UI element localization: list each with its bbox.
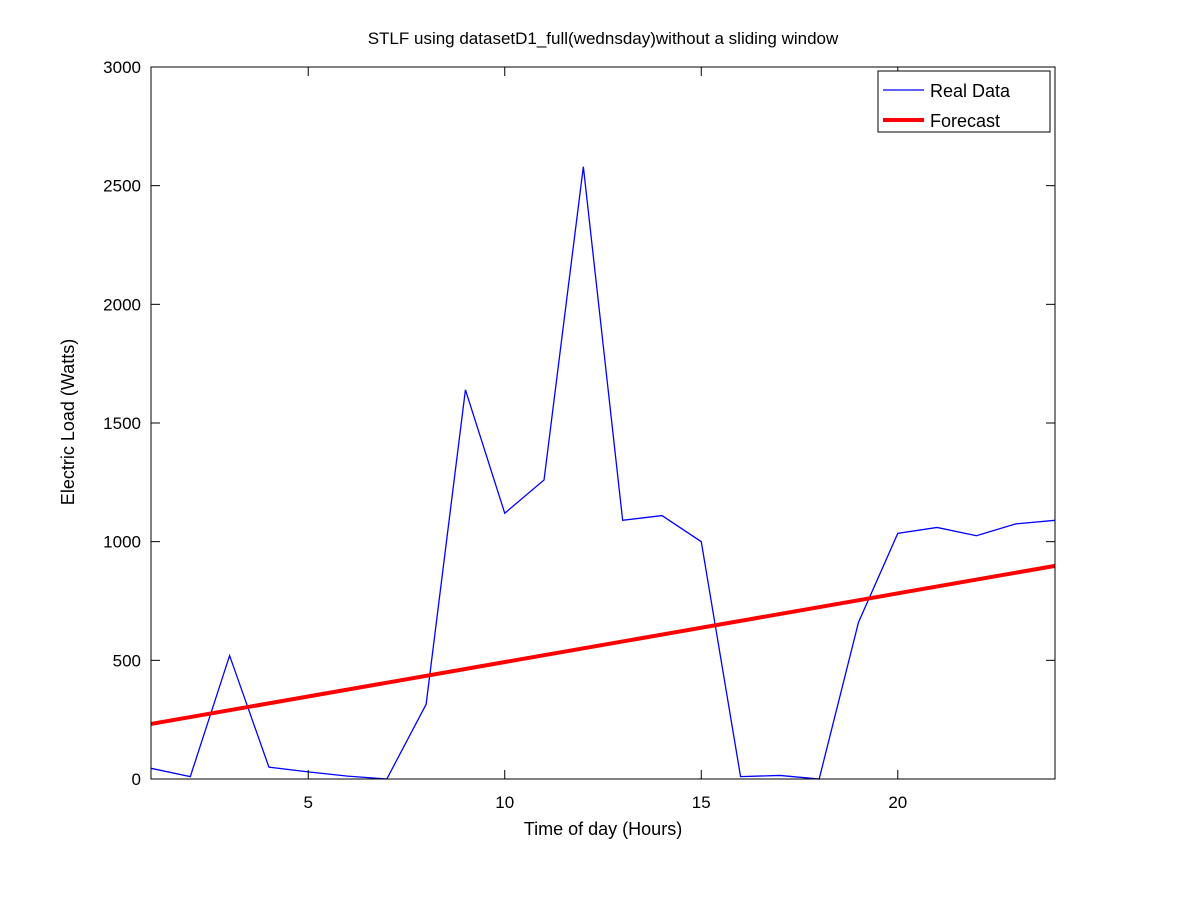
axes: 5 10 15 20 0 500 1000 1500 2000 2500 3000 [103,58,1056,812]
y-tick-label: 500 [113,651,141,670]
plot-area [150,67,1056,780]
y-tick-label: 1000 [103,533,141,552]
series-line-1 [150,563,1056,726]
y-tick-label: 2000 [103,295,141,314]
x-tick-label: 15 [692,793,711,812]
x-tick-label: 20 [888,793,907,812]
legend: Real Data Forecast [877,70,1051,133]
series-line-0 [150,166,1056,780]
y-tick-label: 3000 [103,58,141,77]
x-tick-label: 5 [303,793,312,812]
y-tick-label: 1500 [103,414,141,433]
legend-label: Forecast [930,111,1000,131]
legend-label: Real Data [930,81,1011,101]
plot-background [151,67,1055,779]
y-axis-title: Electric Load (Watts) [58,339,78,505]
y-tick-label: 0 [132,770,141,789]
x-axis-title: Time of day (Hours) [524,819,682,839]
chart-title: STLF using datasetD1_full(wednsday)witho… [368,29,839,48]
x-tick-label: 10 [495,793,514,812]
y-tick-label: 2500 [103,177,141,196]
